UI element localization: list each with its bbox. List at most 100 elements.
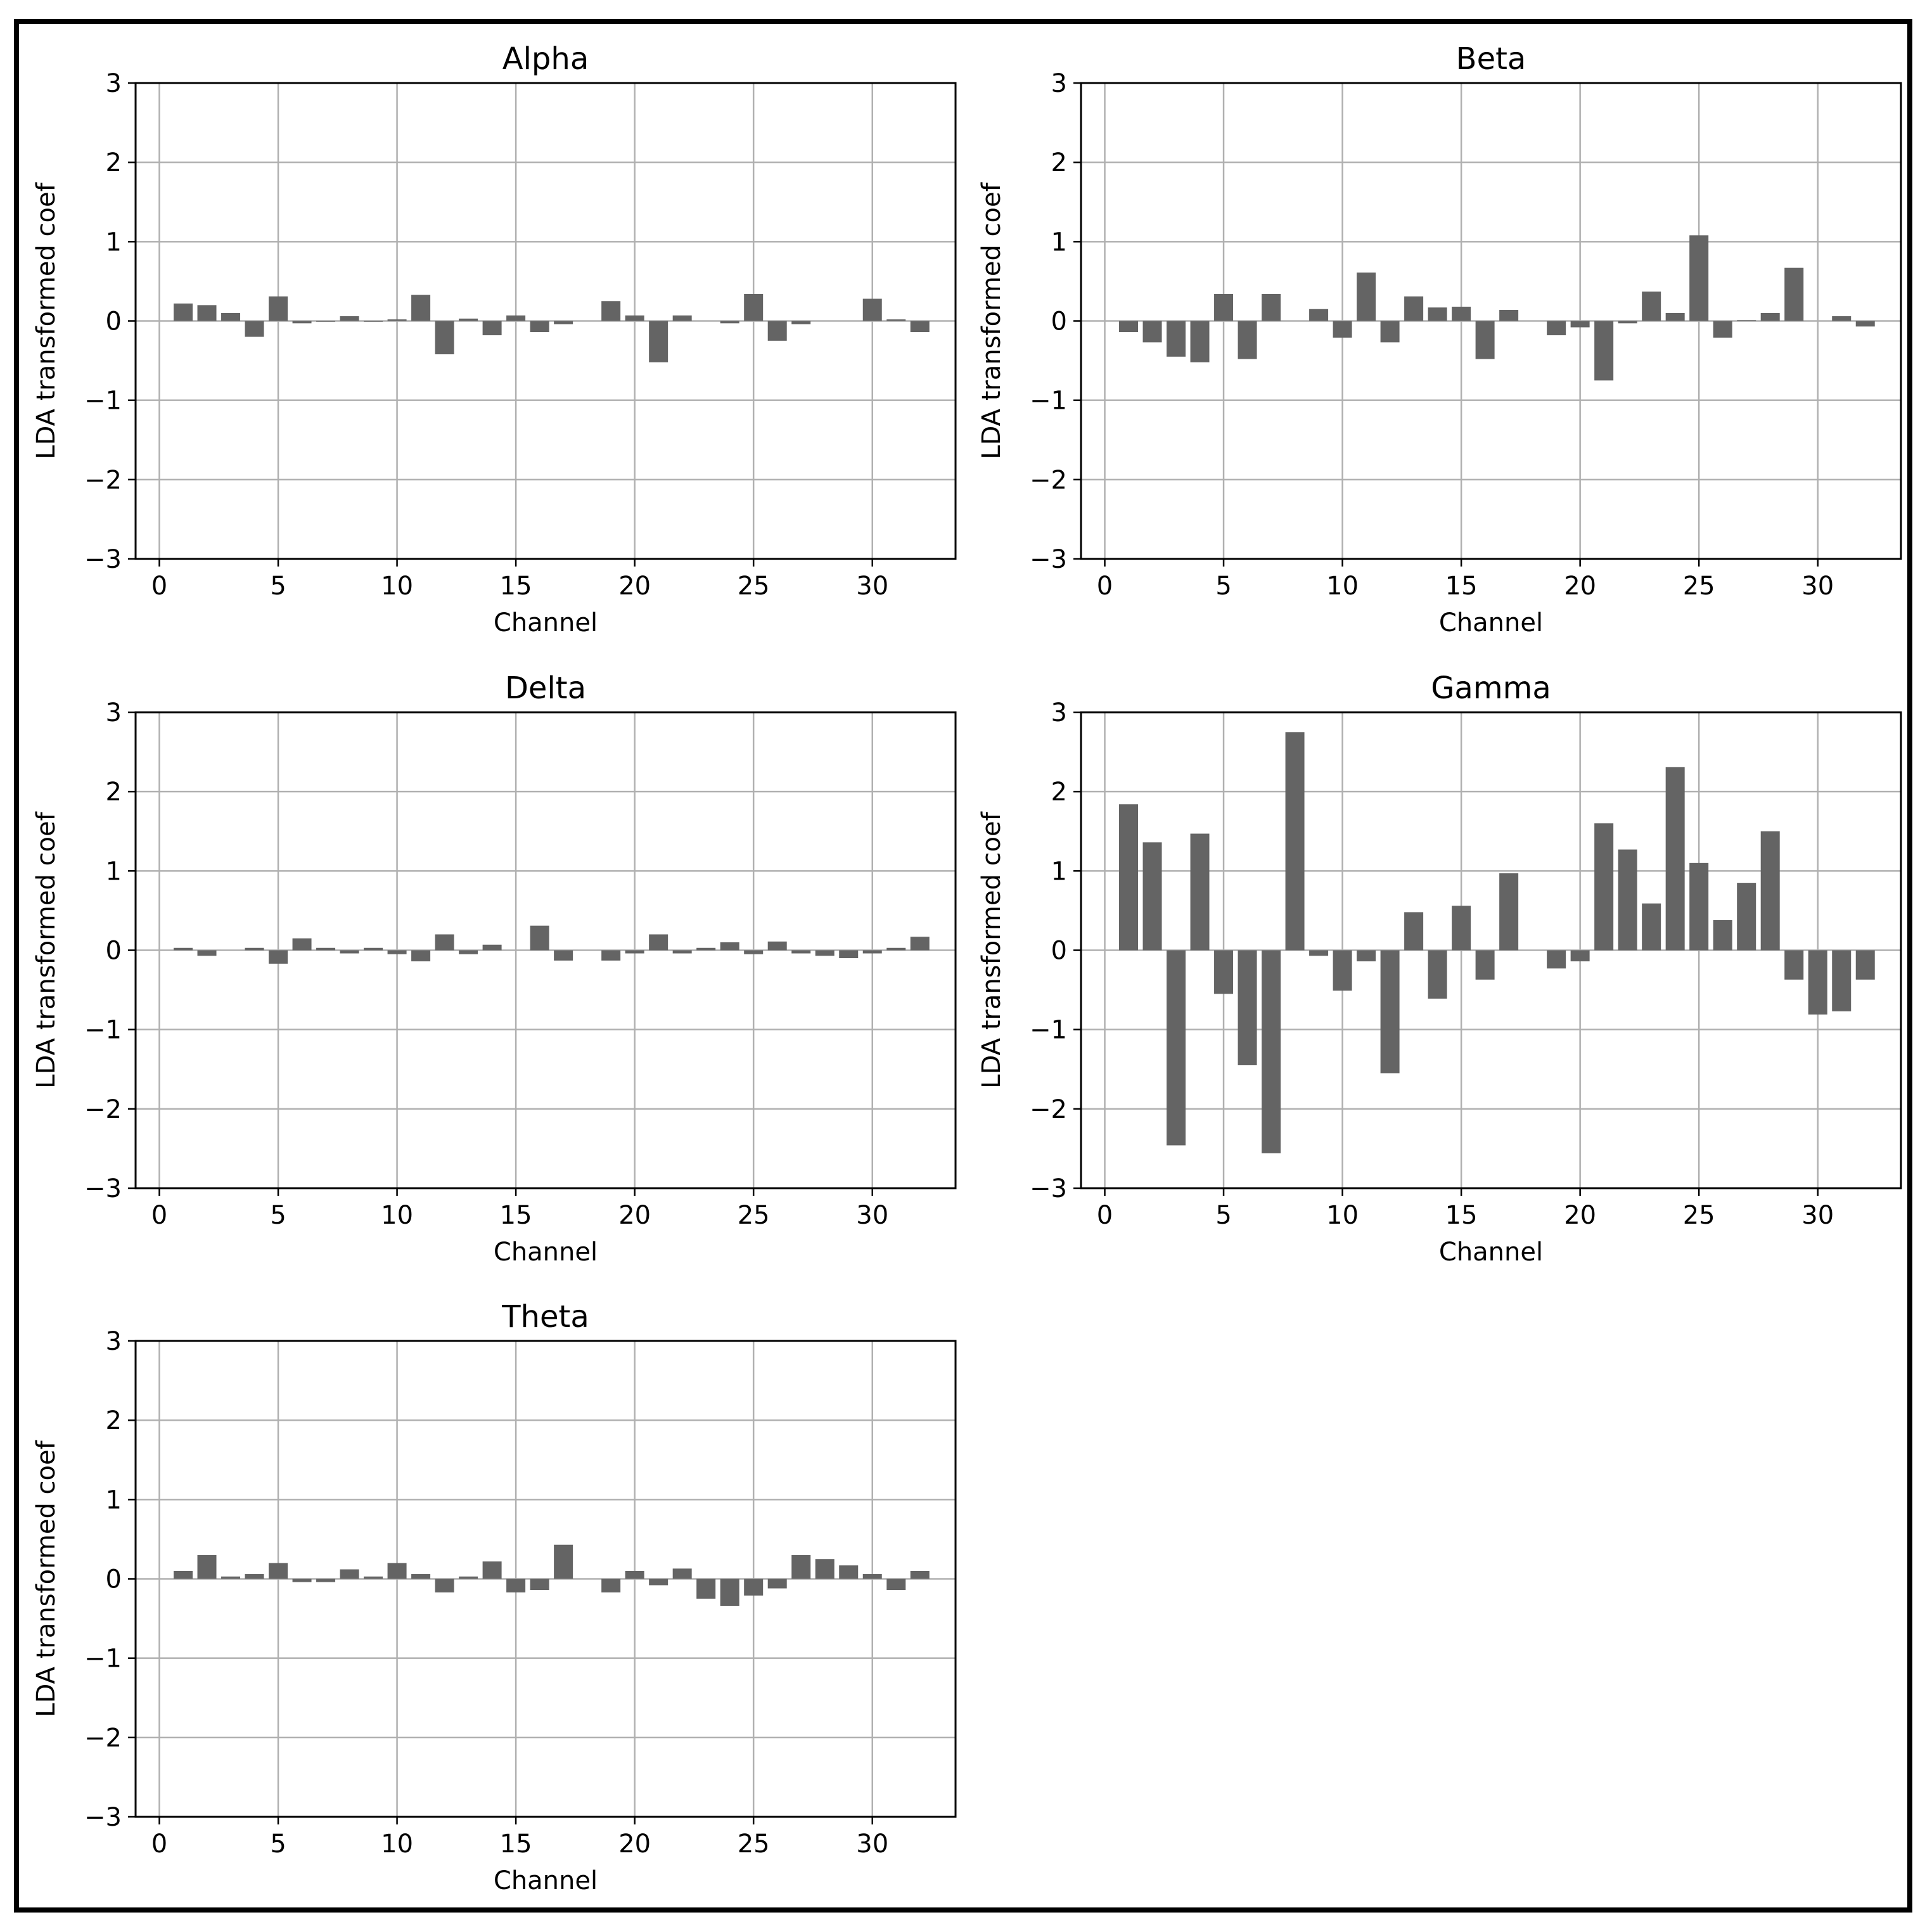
bar	[910, 937, 930, 951]
bar	[1547, 950, 1566, 969]
bar	[197, 950, 217, 956]
y-axis-label: LDA transformed coef	[977, 182, 1006, 459]
bar	[1167, 950, 1186, 1146]
bar	[791, 321, 811, 324]
x-tick-label: 20	[618, 1201, 651, 1230]
x-axis-label: Channel	[1439, 1238, 1543, 1267]
bar	[459, 318, 478, 321]
y-tick-label: 0	[106, 937, 122, 966]
bar	[1119, 321, 1139, 333]
y-tick-label: 3	[106, 69, 122, 98]
bar	[387, 950, 407, 954]
bar	[197, 1554, 217, 1579]
bar	[1452, 306, 1471, 321]
bar	[839, 950, 859, 959]
y-tick-label: −3	[1030, 1174, 1067, 1203]
x-tick-label: 15	[1445, 572, 1478, 601]
y-tick-label: −2	[1030, 466, 1067, 495]
y-tick-label: 3	[1051, 698, 1067, 727]
bar	[411, 295, 431, 321]
bar	[625, 950, 644, 954]
chart-title: Beta	[1456, 41, 1526, 77]
bar	[815, 1559, 835, 1579]
bar	[1167, 321, 1186, 357]
y-tick-label: −1	[84, 387, 122, 416]
bar	[1713, 920, 1732, 951]
y-tick-label: −2	[84, 466, 122, 495]
bar	[1262, 950, 1281, 1153]
bar	[1214, 950, 1234, 994]
x-tick-label: 0	[151, 1830, 167, 1859]
bar	[1570, 950, 1590, 962]
bar	[1665, 767, 1685, 951]
bar	[1357, 950, 1376, 962]
bar	[482, 321, 502, 336]
y-tick-label: 0	[106, 307, 122, 336]
x-tick-label: 20	[1564, 1201, 1596, 1230]
x-tick-label: 30	[856, 1201, 888, 1230]
bar	[506, 315, 526, 321]
bar	[744, 950, 764, 954]
bar	[1142, 842, 1162, 951]
bar	[269, 296, 288, 321]
chart-title: Alpha	[502, 41, 589, 77]
x-tick-label: 10	[1326, 572, 1359, 601]
x-tick-label: 25	[738, 1201, 770, 1230]
x-tick-label: 30	[1801, 1201, 1834, 1230]
y-tick-label: −2	[84, 1095, 122, 1124]
bar	[1737, 883, 1756, 951]
bar	[1618, 849, 1637, 951]
chart-title: Delta	[505, 670, 586, 706]
x-tick-label: 20	[618, 572, 651, 601]
bar	[1404, 296, 1424, 321]
x-tick-label: 5	[270, 572, 286, 601]
bar	[554, 321, 573, 324]
x-tick-label: 0	[151, 572, 167, 601]
bar	[364, 1576, 383, 1579]
bar	[340, 950, 359, 954]
bar	[1855, 950, 1875, 980]
bar	[1689, 862, 1709, 951]
x-tick-label: 10	[381, 1201, 413, 1230]
x-tick-label: 0	[151, 1201, 167, 1230]
bar	[1784, 950, 1804, 980]
bar	[435, 321, 454, 355]
bar	[1357, 272, 1376, 321]
bar	[174, 947, 193, 951]
x-tick-label: 25	[738, 1830, 770, 1859]
bar	[672, 950, 692, 954]
x-tick-label: 30	[856, 572, 888, 601]
bar	[530, 1579, 549, 1591]
bar	[340, 1569, 359, 1579]
bar	[696, 947, 716, 951]
bar	[1309, 950, 1329, 956]
y-tick-label: 1	[106, 228, 122, 257]
bar	[1238, 950, 1257, 1065]
y-tick-label: 1	[106, 857, 122, 886]
x-axis-label: Channel	[494, 1238, 598, 1267]
bar	[625, 315, 644, 321]
bar	[1142, 321, 1162, 343]
y-tick-label: 3	[1051, 69, 1067, 98]
bar	[292, 321, 312, 324]
bar	[767, 941, 787, 951]
bar	[245, 321, 264, 337]
bar	[886, 1579, 906, 1591]
bar	[1499, 309, 1519, 321]
bar	[886, 947, 906, 951]
bar	[174, 303, 193, 321]
bar	[459, 1576, 478, 1579]
x-tick-label: 10	[381, 572, 413, 601]
bar	[672, 315, 692, 321]
x-tick-label: 30	[1801, 572, 1834, 601]
bar	[316, 947, 336, 951]
y-tick-label: −2	[84, 1724, 122, 1753]
y-axis-label: LDA transformed coef	[32, 182, 61, 459]
x-tick-label: 15	[500, 572, 532, 601]
y-tick-label: 0	[106, 1565, 122, 1594]
bar	[910, 321, 930, 333]
